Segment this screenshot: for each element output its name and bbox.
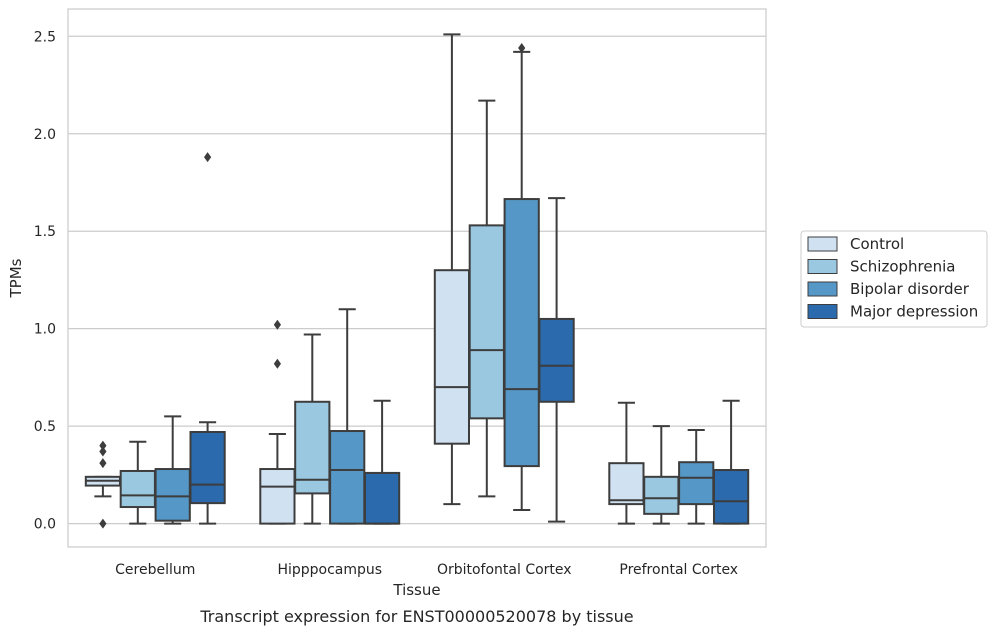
legend: Control Schizophrenia Bipolar disorder Majo… [800,230,988,328]
box-iqr [608,462,645,506]
legend-frame [800,230,988,328]
box-iqr [503,198,540,468]
box-bipolar-disorder [154,415,191,525]
y-tick-label: 0.5 [34,419,56,435]
plot-area-frame [67,8,767,548]
legend-label: Schizophrenia [850,258,955,276]
x-axis-label: Tissue [392,581,440,599]
box-control [433,33,471,506]
chart-caption: Transcript expression for ENST0000052007… [199,607,633,626]
box-iqr [678,461,715,506]
legend-swatch [807,259,838,274]
box-iqr [468,224,505,420]
box-control [259,319,296,525]
box-schizophrenia [119,440,156,525]
legend-swatch [807,304,838,319]
box-major-depression [712,399,750,525]
x-tick-labels: Cerebellum Hipppocampus Orbitofontal Corte… [115,562,738,578]
legend-label: Bipolar disorder [850,280,970,298]
box-bipolar-disorder [329,308,366,525]
box-iqr [712,469,750,525]
outlier-point [99,458,107,469]
box-schizophrenia [468,99,505,498]
box-major-depression [189,152,226,525]
outlier-point [273,358,281,369]
outlier-point [99,518,107,529]
outlier-point [204,152,212,163]
box-iqr [294,400,331,495]
box-iqr [433,269,471,445]
legend-swatch [807,281,838,297]
box-bipolar-disorder [503,42,540,511]
outlier-point [99,446,107,457]
y-tick-label: 1.5 [34,224,56,240]
y-axis-label: TPMs [7,258,25,298]
y-tick-label: 0.0 [34,517,56,533]
box-iqr [119,469,156,509]
y-tick-labels: 0.0 0.5 1.0 1.5 2.0 2.5 [34,29,56,532]
legend-label: Control [850,235,904,253]
box-schizophrenia [643,425,680,525]
box-schizophrenia [294,333,331,525]
box-iqr [643,475,680,515]
box-major-depression [363,399,401,525]
box-iqr [189,430,226,505]
x-tick-label: Hipppocampus [277,562,382,578]
box-series-group [84,33,750,529]
box-bipolar-disorder [678,429,715,525]
x-tick-label: Prefrontal Cortex [619,562,738,578]
box-iqr [259,468,296,525]
box-iqr [154,468,191,522]
box-iqr [538,317,575,403]
outlier-point [518,42,526,53]
box-iqr [329,430,366,525]
box-major-depression [538,197,575,523]
x-tick-label: Orbitofontal Cortex [437,562,572,578]
legend-swatch [807,236,838,252]
box-control [608,401,645,525]
outlier-point [99,440,107,451]
box-control [84,440,122,529]
y-tick-label: 1.0 [34,322,56,338]
legend-label: Major depression [850,303,978,321]
y-tick-label: 2.5 [34,29,56,45]
y-tick-label: 2.0 [34,127,56,143]
x-tick-label: Cerebellum [115,562,195,578]
box-iqr [363,471,401,525]
outlier-point [273,319,281,330]
y-gridlines [68,35,766,525]
